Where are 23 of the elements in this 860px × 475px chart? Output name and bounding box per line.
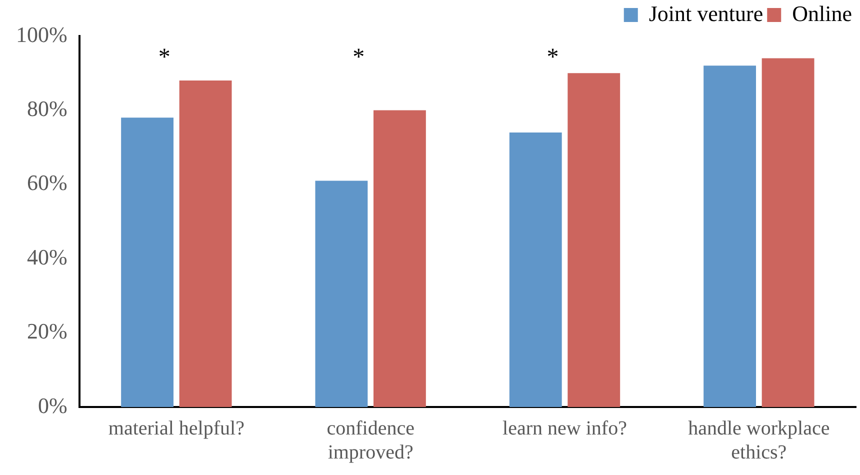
x-tick-label: confidence improved?	[326, 417, 415, 464]
annotation: *	[546, 44, 559, 70]
y-tick-label: 60%	[27, 170, 68, 196]
bar	[315, 180, 368, 407]
legend-label: Online	[792, 0, 852, 26]
y-tick-label: 40%	[27, 244, 68, 270]
x-tick-label: material helpful?	[108, 417, 245, 440]
bar	[373, 110, 426, 407]
bar	[568, 73, 620, 407]
x-tick-label: learn new info?	[502, 417, 628, 440]
bar	[509, 132, 562, 407]
bar	[704, 66, 756, 407]
legend-label: Joint venture	[648, 0, 764, 26]
bar	[179, 80, 232, 407]
y-tick-label: 80%	[27, 96, 68, 121]
y-tick-label: 20%	[27, 318, 68, 344]
bar	[762, 58, 814, 407]
annotation: *	[158, 44, 170, 70]
x-tick-label: handle workplace ethics?	[688, 417, 830, 464]
annotation: *	[352, 44, 365, 70]
bar	[121, 118, 174, 407]
y-tick-label: 100%	[16, 22, 68, 47]
y-tick-label: 0%	[38, 392, 68, 418]
